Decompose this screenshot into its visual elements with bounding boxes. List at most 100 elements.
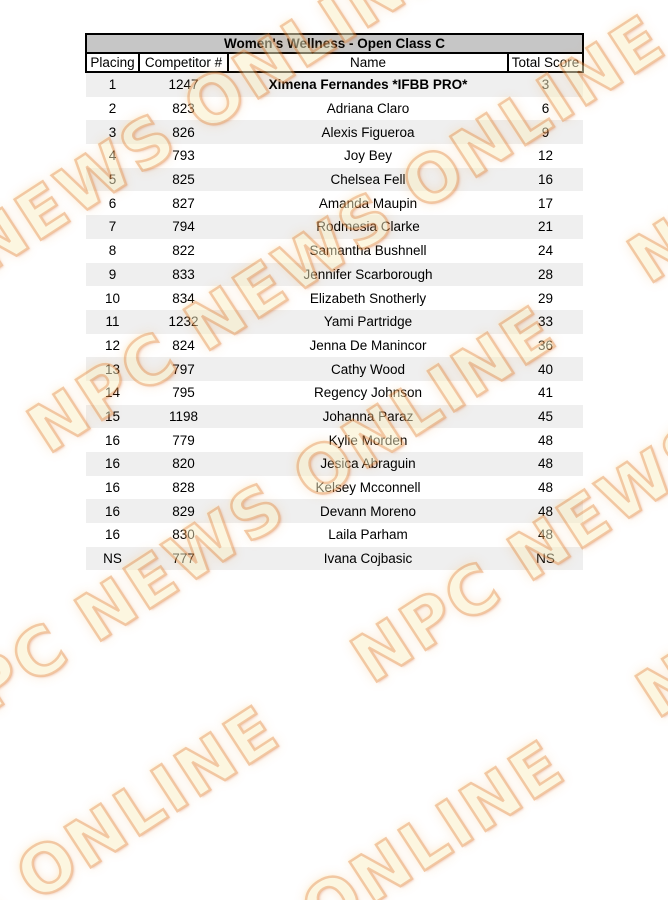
name-cell: Regency Johnson — [313, 385, 423, 401]
placing-cell: 5 — [86, 167, 139, 192]
score-cell: 48 — [538, 432, 554, 448]
score-cell: 40 — [508, 357, 584, 381]
table-row: 8 822 Samantha Bushnell 24 — [86, 239, 583, 263]
placing-cell: 13 — [86, 357, 139, 381]
name-header: Name — [227, 52, 509, 73]
table-header-row: Placing Competitor # Name Total Score — [85, 52, 585, 73]
competitor-number-cell: 822 — [172, 243, 195, 259]
table-row: 13 797 Cathy Wood 40 — [86, 357, 584, 381]
name-cell: Jesica Abraguin — [228, 452, 508, 476]
table-row: 7 794 Rodmesia Clarke 21 — [86, 215, 584, 239]
competitor-number-cell: 826 — [139, 120, 228, 145]
name-cell: Kelsey Mcconnell — [315, 480, 421, 496]
name-cell: Alexis Figueroa — [228, 120, 508, 145]
score-cell: 24 — [538, 243, 554, 259]
name-cell: Jennifer Scarborough — [228, 262, 508, 287]
score-cell: 45 — [508, 404, 584, 429]
table-row: 11 1232 Yami Partridge 33 — [86, 309, 584, 334]
name-cell: Laila Parham — [328, 527, 408, 543]
table-row: 12 824 Jenna De Manincor 36 — [86, 334, 583, 358]
name-cell: Ivana Cojbasic — [228, 546, 508, 571]
score-cell: 17 — [538, 195, 554, 211]
placing-cell: 12 — [104, 337, 121, 353]
name-cell: Elizabeth Snotherly — [309, 290, 427, 306]
score-cell: 16 — [508, 167, 584, 192]
placing-cell: NS — [86, 546, 139, 571]
score-cell: 36 — [538, 337, 554, 353]
competitor-number-cell: 833 — [139, 262, 228, 287]
name-cell: Samantha Bushnell — [309, 243, 427, 259]
competitor-number-cell: 777 — [139, 546, 228, 571]
table-row: 14 795 Regency Johnson 41 — [86, 381, 583, 405]
score-cell: 48 — [508, 452, 584, 476]
table-row: 16 828 Kelsey Mcconnell 48 — [86, 476, 583, 500]
placing-cell: 9 — [86, 262, 139, 287]
table-row: 15 1198 Johanna Paraz 45 — [86, 404, 584, 429]
competitor-number-cell: 1247 — [139, 72, 228, 97]
name-cell: Rodmesia Clarke — [228, 215, 508, 239]
table-title: Women's Wellness - Open Class C — [84, 33, 585, 54]
name-cell: Yami Partridge — [228, 309, 508, 334]
table-row: 16 820 Jesica Abraguin 48 — [86, 452, 584, 476]
table-row: NS 777 Ivana Cojbasic NS — [86, 546, 584, 571]
table-row: 3 826 Alexis Figueroa 9 — [86, 120, 584, 145]
score-cell: 28 — [508, 262, 584, 287]
name-cell: Amanda Maupin — [318, 195, 418, 211]
score-cell: 48 — [508, 499, 584, 524]
score-cell: 3 — [508, 72, 584, 97]
competitor-number-cell: 829 — [139, 499, 228, 524]
placing-cell: 16 — [104, 527, 121, 543]
placing-cell: 4 — [108, 148, 117, 164]
score-cell: 33 — [508, 309, 584, 334]
name-cell: Johanna Paraz — [228, 404, 508, 429]
placing-cell: 15 — [86, 404, 139, 429]
score-cell: 6 — [541, 101, 550, 117]
competitor-number-cell: 824 — [172, 337, 195, 353]
placing-cell: 14 — [104, 385, 121, 401]
score-cell: 48 — [538, 527, 554, 543]
placing-cell: 1 — [86, 72, 139, 97]
competitor-number-cell: 797 — [139, 357, 228, 381]
placing-cell: 16 — [104, 432, 121, 448]
placing-cell: 16 — [86, 499, 139, 524]
name-cell: Cathy Wood — [228, 357, 508, 381]
competitor-number-cell: 793 — [172, 148, 195, 164]
placing-cell: 3 — [86, 120, 139, 145]
placing-cell: 11 — [86, 309, 139, 334]
table-row: 1 1247 Ximena Fernandes *IFBB PRO* 3 — [86, 72, 584, 97]
name-cell: Devann Moreno — [228, 499, 508, 524]
competitor-number-cell: 830 — [172, 527, 195, 543]
name-cell: Ximena Fernandes *IFBB PRO* — [228, 72, 508, 97]
competitor-number-cell: 820 — [139, 452, 228, 476]
table-row: 6 827 Amanda Maupin 17 — [86, 191, 583, 215]
table-row: 5 825 Chelsea Fell 16 — [86, 167, 584, 192]
placing-header: Placing — [85, 52, 140, 73]
name-cell: Kylie Morden — [328, 432, 408, 448]
score-cell: 9 — [508, 120, 584, 145]
placing-cell: 6 — [108, 195, 117, 211]
competitor-number-cell: 1232 — [139, 309, 228, 334]
score-cell: 48 — [538, 480, 554, 496]
placing-cell: 10 — [104, 290, 121, 306]
table-row: 4 793 Joy Bey 12 — [86, 144, 583, 168]
competitor-number-cell: 779 — [172, 432, 195, 448]
score-cell: 41 — [538, 385, 554, 401]
score-cell: 12 — [538, 148, 554, 164]
table-row: 9 833 Jennifer Scarborough 28 — [86, 262, 584, 287]
placing-cell: 8 — [108, 243, 117, 259]
score-cell: 21 — [508, 215, 584, 239]
competitor-number-cell: 1198 — [139, 404, 228, 429]
name-cell: Joy Bey — [343, 148, 393, 164]
placing-cell: 2 — [108, 101, 117, 117]
results-table: Women's Wellness - Open Class C Placing … — [84, 33, 585, 571]
table-title-bar: Women's Wellness - Open Class C — [84, 33, 585, 54]
score-cell: NS — [508, 546, 584, 571]
competitor-number-cell: 828 — [172, 480, 195, 496]
table-row: 2 823 Adriana Claro 6 — [86, 97, 583, 121]
competitor-number-header: Competitor # — [138, 52, 229, 73]
competitor-number-cell: 834 — [172, 290, 195, 306]
placing-cell: 16 — [104, 480, 121, 496]
name-cell: Jenna De Manincor — [309, 337, 427, 353]
table-row: 16 829 Devann Moreno 48 — [86, 499, 584, 524]
